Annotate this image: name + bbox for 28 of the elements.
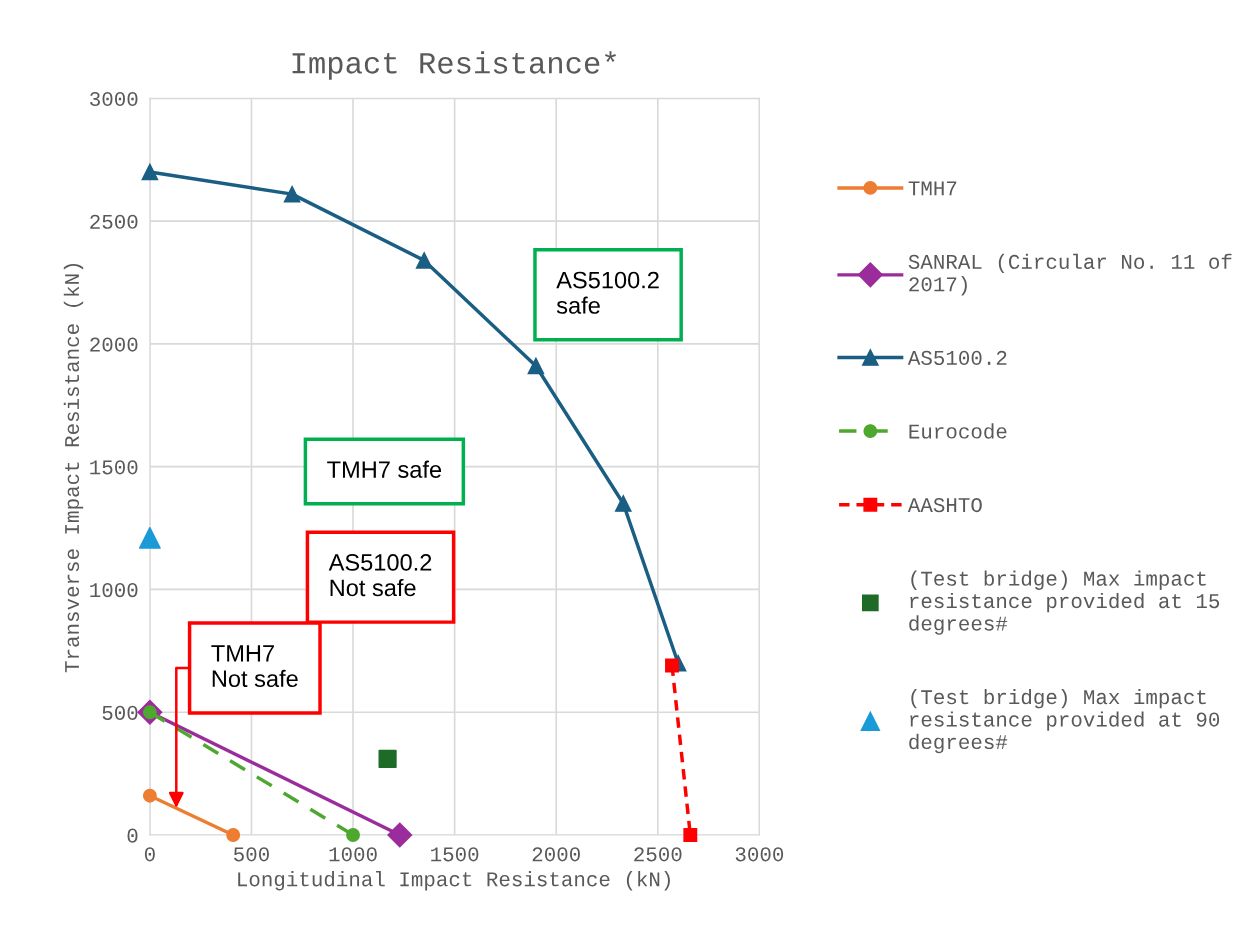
x-axis-title: Longitudinal Impact Resistance (kN) xyxy=(238,871,670,891)
y-tick-label: 1500 xyxy=(90,460,138,475)
y-tick-label: 2500 xyxy=(90,214,138,229)
y-tick-label: 3000 xyxy=(90,91,138,107)
y-axis-title: Transverse Impact Resistance (kN) xyxy=(63,263,84,673)
x-tick-label: 1500 xyxy=(431,847,479,862)
legend-label: (Test bridge) Max impact resistance provided at 15 degrees# xyxy=(909,570,1220,635)
x-tick-label: 0 xyxy=(144,847,155,862)
legend-label: AS5100.2 xyxy=(907,350,1007,366)
x-tick-label: 1000 xyxy=(329,847,377,862)
x-tick-label: 2000 xyxy=(532,847,580,862)
y-tick-label: 2000 xyxy=(90,337,138,352)
annotation: TMH7 Not safe xyxy=(211,645,298,688)
y-tick-label: 1000 xyxy=(90,583,138,598)
legend-label: TMH7 xyxy=(908,181,957,196)
x-tick-label: 3000 xyxy=(735,847,784,862)
x-tick-label: 2500 xyxy=(634,847,682,862)
annotation: TMH7 safe xyxy=(327,460,442,478)
x-tick-label: 500 xyxy=(234,847,269,862)
legend-label: (Test bridge) Max impact resistance provided at 90 degrees# xyxy=(909,688,1220,754)
legend-label: SANRAL (Circular No. 11 of 2017) xyxy=(908,253,1232,296)
annotation: AS5100.2 Not safe xyxy=(328,554,432,597)
legend-label: Eurocode xyxy=(909,423,1007,439)
legend-label: AASHTO xyxy=(907,498,982,513)
y-tick-label: 0 xyxy=(127,828,138,843)
y-tick-label: 500 xyxy=(102,705,138,720)
chart-title: Impact Resistance* xyxy=(292,51,616,80)
annotation: AS5100.2 safe xyxy=(556,271,659,314)
